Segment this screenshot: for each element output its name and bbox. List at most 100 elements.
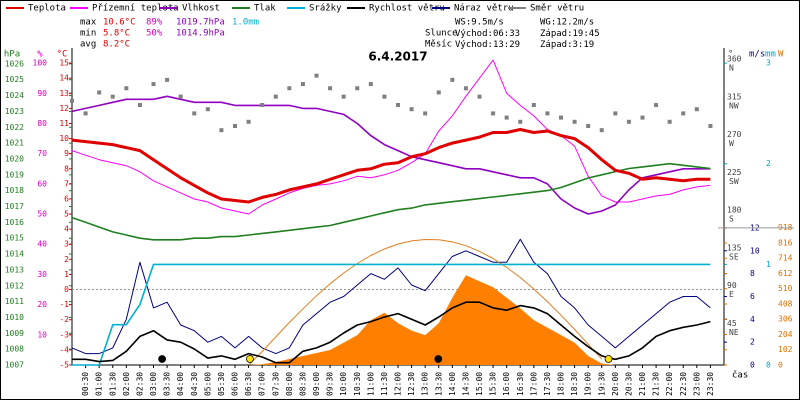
y-tick-label: 1 bbox=[766, 260, 771, 269]
x-axis-label: čas bbox=[732, 370, 748, 381]
y-tick-label: 70 bbox=[37, 149, 47, 158]
direction-point bbox=[233, 123, 237, 128]
y-tick-label: 102 bbox=[778, 345, 793, 354]
x-tick-label: 16:30 bbox=[516, 372, 525, 396]
axis-unit: % bbox=[37, 50, 43, 60]
x-tick-label: 14:30 bbox=[461, 372, 470, 396]
stat: 50% bbox=[146, 29, 163, 39]
y-tick-label: 0 bbox=[64, 285, 69, 294]
y-tick-label: 90 bbox=[37, 89, 47, 98]
x-tick-label: 12:30 bbox=[407, 372, 416, 396]
stat: 1014.9hPa bbox=[176, 29, 225, 39]
y-tick-label: 13 bbox=[59, 89, 69, 98]
direction-point bbox=[137, 103, 142, 108]
x-tick-label: 07:00 bbox=[258, 372, 267, 396]
y-tick-label: 1 bbox=[64, 270, 69, 279]
legend-label: Teplota bbox=[28, 4, 66, 14]
y-tick-label: 10 bbox=[750, 246, 760, 255]
compass-label: NW bbox=[729, 101, 739, 110]
y-tick-label: 408 bbox=[778, 299, 793, 308]
y-tick-label: 4 bbox=[64, 225, 69, 234]
y-tick-label: 360 bbox=[727, 55, 742, 64]
stat: 89% bbox=[146, 18, 163, 28]
x-tick-label: 08:00 bbox=[285, 372, 294, 396]
direction-point bbox=[599, 128, 604, 133]
y-tick-label: -1 bbox=[59, 300, 69, 309]
x-tick-label: 08:30 bbox=[298, 372, 307, 396]
stat: 1.0mm bbox=[232, 18, 259, 28]
y-tick-label: 1024 bbox=[5, 91, 24, 100]
y-tick-label: 6 bbox=[64, 194, 69, 203]
x-tick-label: 19:30 bbox=[597, 372, 606, 396]
x-tick-label: 17:30 bbox=[543, 372, 552, 396]
x-tick-label: 19:00 bbox=[584, 372, 593, 396]
astro-label: Slunce bbox=[425, 29, 458, 39]
x-tick-label: 05:00 bbox=[203, 372, 212, 396]
axis-unit: ° bbox=[728, 50, 733, 60]
direction-point bbox=[450, 77, 455, 82]
sun-set-marker bbox=[604, 355, 613, 363]
direction-point bbox=[368, 82, 373, 87]
legend-label: Rychlost větru bbox=[369, 4, 445, 14]
direction-point bbox=[124, 86, 129, 91]
x-tick-label: 18:00 bbox=[557, 372, 566, 396]
x-tick-label: 06:00 bbox=[231, 372, 240, 396]
y-tick-label: 1019 bbox=[5, 170, 24, 179]
y-tick-label: 204 bbox=[778, 330, 793, 339]
direction-point bbox=[477, 94, 482, 99]
y-tick-label: 45 bbox=[727, 319, 737, 328]
direction-point bbox=[518, 119, 523, 124]
y-tick-label: 180 bbox=[727, 206, 742, 215]
x-tick-label: 13:00 bbox=[421, 372, 430, 396]
x-tick-label: 21:00 bbox=[638, 372, 647, 396]
x-tick-label: 07:30 bbox=[271, 372, 280, 396]
compass-label: E bbox=[729, 290, 734, 299]
y-tick-label: 50 bbox=[37, 210, 47, 219]
x-tick-label: 21:30 bbox=[652, 372, 661, 396]
direction-point bbox=[531, 103, 536, 108]
axis-unit: m/s bbox=[749, 50, 765, 60]
y-tick-label: 306 bbox=[778, 315, 793, 324]
y-tick-label: 20 bbox=[37, 300, 47, 309]
legend-label: Směr větru bbox=[530, 4, 584, 14]
y-tick-label: 2 bbox=[766, 159, 771, 168]
x-tick-label: 00:30 bbox=[81, 372, 90, 396]
stat: avg bbox=[80, 40, 96, 50]
astro-rise-time: 06:33 bbox=[493, 29, 520, 39]
y-tick-label: 8 bbox=[64, 164, 69, 173]
y-tick-label: -5 bbox=[59, 361, 69, 370]
y-tick-label: 0 bbox=[750, 361, 755, 370]
y-tick-label: 1010 bbox=[5, 313, 24, 322]
y-tick-label: 270 bbox=[727, 130, 742, 139]
y-tick-label: 1026 bbox=[5, 59, 24, 68]
y-tick-label: 510 bbox=[778, 284, 793, 293]
legend-label: Srážky bbox=[309, 4, 342, 14]
direction-point bbox=[246, 119, 251, 124]
x-tick-label: 01:30 bbox=[108, 372, 117, 396]
y-tick-label: 1018 bbox=[5, 186, 24, 195]
x-tick-label: 23:00 bbox=[692, 372, 701, 396]
direction-point bbox=[205, 107, 210, 112]
x-tick-label: 09:00 bbox=[312, 372, 321, 396]
stat: 5.8°C bbox=[103, 29, 130, 39]
direction-point bbox=[328, 86, 333, 91]
y-tick-label: 2 bbox=[64, 255, 69, 264]
direction-point bbox=[382, 94, 387, 99]
y-tick-label: 5 bbox=[64, 210, 69, 219]
y-tick-label: 612 bbox=[778, 269, 793, 278]
direction-point bbox=[572, 119, 577, 124]
y-tick-label: 80 bbox=[37, 119, 47, 128]
axis-unit: °C bbox=[57, 50, 68, 60]
x-tick-label: 11:30 bbox=[380, 372, 389, 396]
chart-title: 6.4.2017 bbox=[368, 50, 427, 64]
y-tick-label: 14 bbox=[59, 74, 69, 83]
wind-stat: WG:12.2m/s bbox=[540, 18, 594, 28]
compass-label: W bbox=[729, 139, 734, 148]
astro-rise-label: Východ: bbox=[455, 40, 493, 50]
astro-rise-time: 13:29 bbox=[493, 40, 520, 50]
y-tick-label: 12 bbox=[59, 104, 69, 113]
y-tick-label: 1023 bbox=[5, 107, 24, 116]
direction-point bbox=[613, 111, 618, 116]
direction-point bbox=[409, 107, 414, 112]
